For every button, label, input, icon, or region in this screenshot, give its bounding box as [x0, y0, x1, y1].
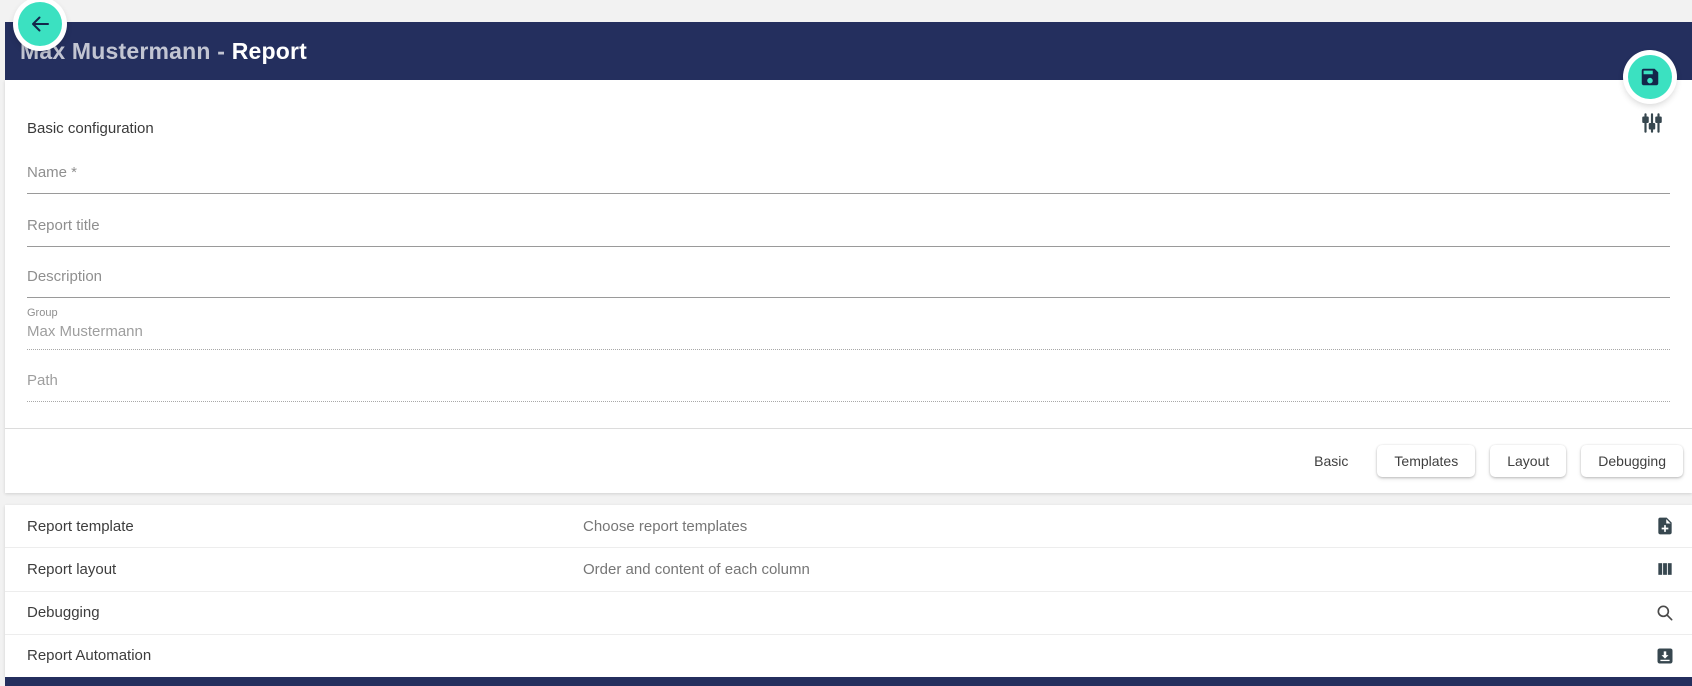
group-input	[27, 320, 1670, 350]
report-title-input[interactable]	[27, 211, 1670, 247]
list-item-report-layout[interactable]: Report layout Order and content of each …	[5, 547, 1692, 591]
tab-layout[interactable]: Layout	[1490, 445, 1567, 477]
save-button[interactable]	[1628, 55, 1672, 99]
page-title-context: Max Mustermann -	[20, 37, 232, 64]
bottom-bar	[5, 677, 1692, 686]
name-input[interactable]	[27, 158, 1670, 194]
back-arrow-icon	[28, 12, 52, 36]
save-icon	[1639, 66, 1661, 88]
list-item-report-automation[interactable]: Report Automation	[5, 633, 1692, 677]
page-title-section: Report	[231, 37, 308, 64]
view-column-icon	[1653, 557, 1677, 581]
list-item-report-template[interactable]: Report template Choose report templates	[5, 505, 1692, 548]
description-input[interactable]	[27, 262, 1670, 298]
section-title: Basic configuration	[27, 120, 154, 137]
back-button[interactable]	[18, 2, 62, 46]
tab-basic[interactable]: Basic	[1314, 453, 1349, 469]
tab-debugging[interactable]: Debugging	[1581, 445, 1683, 477]
sections-list: Report template Choose report templates …	[5, 505, 1692, 677]
tune-icon	[1639, 110, 1669, 136]
app-header: Max Mustermann - Report	[5, 22, 1692, 80]
page-title: Max Mustermann - Report	[20, 38, 307, 65]
search-icon	[1653, 601, 1677, 625]
tune-button[interactable]	[1639, 108, 1669, 138]
basic-configuration-card: Basic configuration Group Basic Tem	[5, 80, 1692, 493]
list-item-label: Report layout	[27, 560, 117, 578]
list-item-label: Report template	[27, 517, 134, 535]
group-field-label: Group	[27, 307, 58, 319]
list-item-label: Debugging	[27, 604, 100, 622]
path-input	[27, 366, 1670, 402]
inbox-download-icon	[1653, 644, 1677, 668]
tab-templates[interactable]: Templates	[1377, 445, 1476, 477]
tab-bar: Basic Templates Layout Debugging	[5, 429, 1692, 493]
list-item-debugging[interactable]: Debugging	[5, 590, 1692, 634]
list-item-label: Report Automation	[27, 647, 152, 665]
list-item-subtitle: Order and content of each column	[583, 560, 810, 578]
section-divider	[5, 428, 1692, 429]
note-add-icon	[1653, 514, 1677, 538]
list-item-subtitle: Choose report templates	[583, 517, 748, 535]
